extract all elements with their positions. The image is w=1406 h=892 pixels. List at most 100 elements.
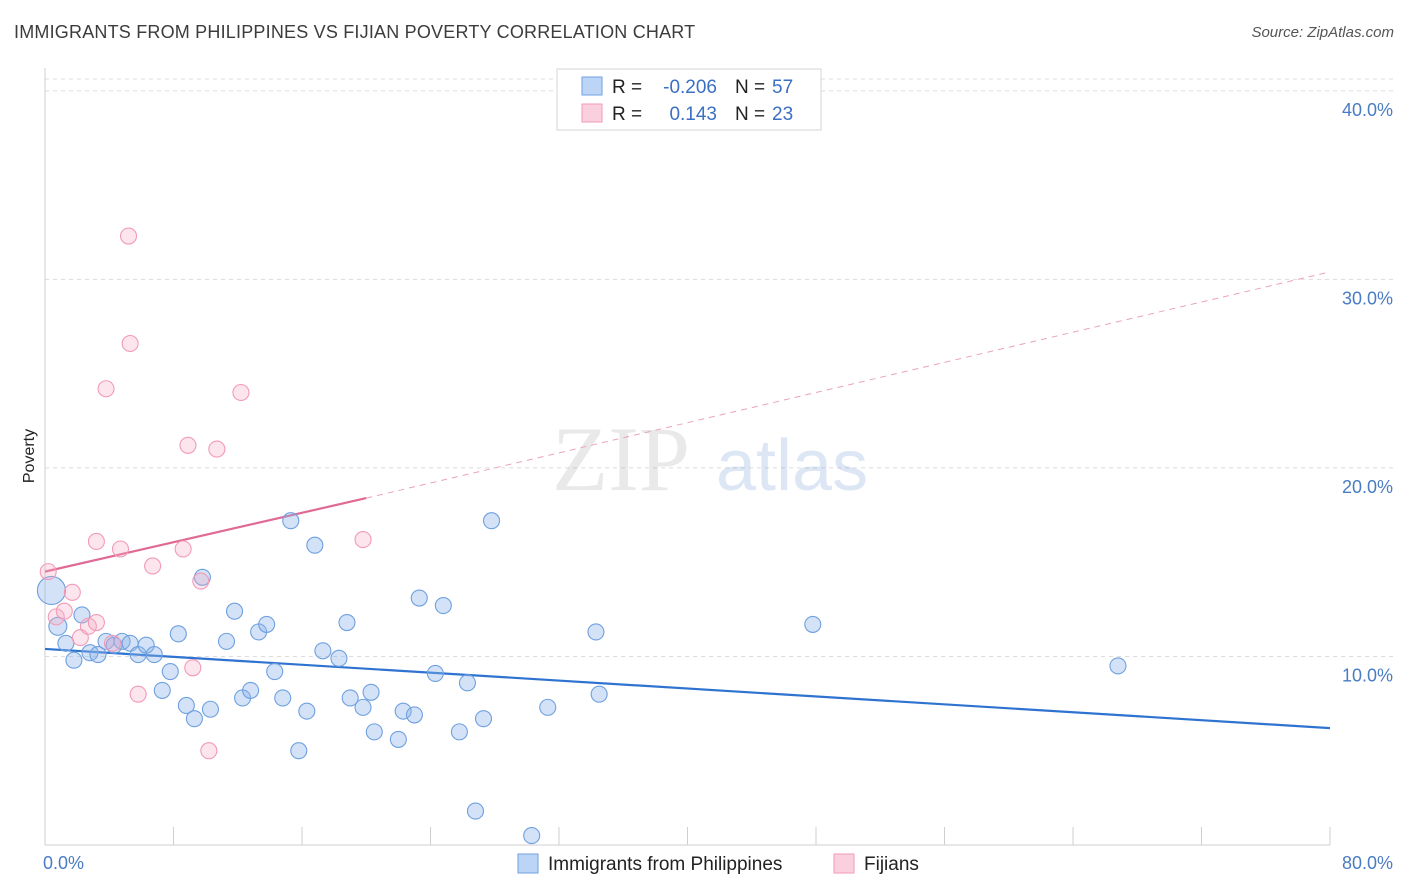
point-fijians [232,383,250,402]
trend-lines [44,271,1331,730]
legend-swatch-fijians [581,103,603,123]
x-tick-label: 0.0% [43,853,84,873]
point-philippines [266,662,284,681]
point-philippines [1109,657,1127,675]
point-philippines [145,646,163,664]
point-philippines [434,597,452,615]
point-philippines [523,827,541,845]
watermark: ZIP atlas [552,408,868,510]
legend-n-value-2: 23 [772,104,793,125]
point-fijians [79,617,97,635]
point-philippines [587,623,605,641]
legend-n-value-1: 57 [772,77,793,98]
point-fijians [55,602,73,620]
point-philippines [405,706,423,724]
legend-r-label-2: R = [612,104,642,125]
y-axis-label: Poverty [21,429,38,483]
point-philippines [89,646,107,664]
point-fijians [354,531,372,549]
point-fijians [144,557,162,575]
point-philippines [426,664,444,682]
legend-n-label-2: N = [735,104,765,125]
point-fijians [63,583,81,601]
point-philippines [389,730,407,748]
point-fijians [97,380,115,398]
point-fijians [208,440,226,458]
point-philippines [274,689,292,707]
point-philippines [177,696,195,715]
point-philippines [306,536,324,554]
point-philippines [161,662,179,681]
point-philippines [338,613,356,632]
source-label: Source: ZipAtlas.com [1251,24,1394,41]
y-tick-label: 20.0% [1342,477,1393,497]
point-philippines [394,702,412,720]
point-fijians [192,572,210,590]
legend-r-value-2: 0.143 [669,104,717,125]
point-philippines [474,710,493,728]
point-philippines [365,723,383,741]
point-philippines [36,575,66,606]
legend-swatch-philippines [581,76,603,96]
point-fijians [111,540,130,558]
bottom-legend-fijians: Fijians [864,854,919,875]
tick-labels: 10.0% 20.0% 30.0% 40.0% 0.0% 80.0% [43,100,1393,873]
point-philippines [217,632,236,650]
point-philippines [65,651,83,669]
point-fijians [184,659,202,677]
point-fijians [179,436,197,454]
point-philippines [185,710,203,728]
point-fijians [39,563,57,581]
watermark-atlas: atlas [716,426,868,506]
trend-fijians [44,497,367,573]
point-philippines [169,625,187,643]
trend-philippines [44,647,1331,730]
point-philippines [282,512,300,530]
bottom-legend-swatch-fijians [833,853,855,874]
legend-r-value-1: -0.206 [663,77,717,98]
y-tick-label: 40.0% [1342,100,1393,120]
point-philippines [298,702,316,720]
point-fijians [129,685,147,703]
y-tick-label: 10.0% [1342,665,1393,685]
legend-n-label-1: N = [735,77,765,98]
point-fijians [87,532,105,551]
point-philippines [57,634,75,652]
point-philippines [354,698,372,716]
point-fijians [103,634,122,652]
point-fijians [174,540,192,558]
bottom-legend-swatch-philippines [517,853,539,874]
bottom-legend-philippines: Immigrants from Philippines [548,854,782,875]
point-philippines [590,685,608,703]
point-fijians [121,334,139,353]
point-fijians [200,742,218,760]
point-philippines [242,681,260,699]
point-philippines [330,649,348,667]
point-philippines [458,674,476,692]
y-tick-label: 30.0% [1342,288,1393,308]
point-philippines [410,589,428,607]
point-philippines [450,723,468,741]
point-fijians [119,227,138,245]
point-philippines [804,615,822,633]
point-philippines [153,681,171,699]
point-philippines [258,615,276,633]
point-philippines [225,602,244,620]
watermark-zip: ZIP [552,408,690,510]
point-philippines [539,698,557,716]
point-philippines [362,683,380,701]
x-tick-label: 80.0% [1342,853,1393,873]
data-points [36,227,1127,845]
bottom-legend: Immigrants from Philippines Fijians [517,853,919,875]
grid-lines [45,78,1395,657]
legend-r-label-1: R = [612,77,642,98]
chart-title: IMMIGRANTS FROM PHILIPPINES VS FIJIAN PO… [14,22,696,42]
point-philippines [314,642,332,660]
point-fijians [87,613,105,632]
point-philippines [290,742,308,760]
point-philippines [466,802,485,820]
axes [44,68,1331,846]
point-philippines [482,512,501,530]
point-philippines [341,689,359,707]
